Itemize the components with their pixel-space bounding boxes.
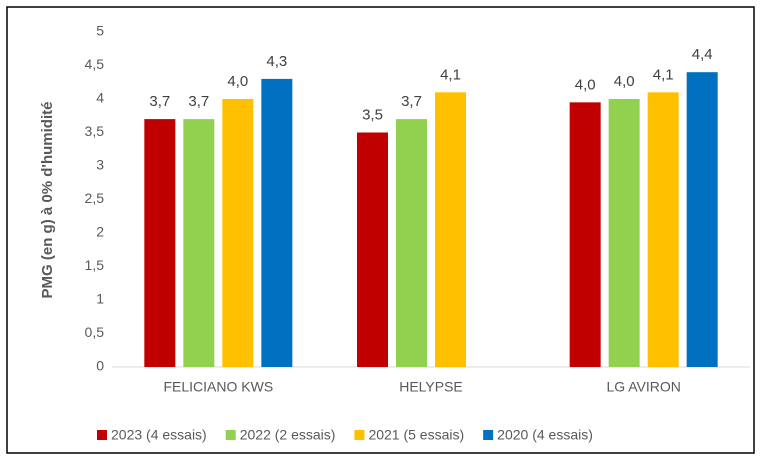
value-label: 4,3: [266, 53, 287, 70]
legend-swatch: [483, 430, 494, 440]
value-label: 3,7: [149, 93, 170, 110]
value-label: 3,5: [362, 106, 383, 123]
x-tick-label: LG AVIRON: [606, 379, 680, 395]
y-tick-label: 5: [96, 23, 104, 39]
bar: [183, 119, 215, 367]
bar: [608, 99, 640, 367]
y-tick-label: 3: [96, 157, 104, 173]
y-tick-label: 2,5: [85, 190, 105, 206]
x-tick-label: HELYPSE: [399, 379, 463, 395]
bar: [144, 119, 176, 367]
y-tick-label: 1,5: [85, 257, 105, 273]
bar: [686, 72, 718, 367]
bar: [435, 92, 466, 368]
value-label: 4,4: [692, 46, 713, 63]
y-tick-label: 4,5: [85, 56, 105, 72]
bar: [396, 119, 427, 367]
value-label: 4,0: [575, 76, 596, 93]
y-tick-label: 0,5: [85, 324, 105, 340]
bar: [569, 102, 601, 367]
bar: [261, 78, 293, 368]
y-tick-label: 4: [96, 90, 104, 106]
value-label: 4,1: [440, 66, 461, 83]
legend-label: 2021 (5 essais): [368, 427, 464, 443]
x-tick-label: FELICIANO KWS: [163, 379, 273, 395]
legend-swatch: [97, 430, 107, 440]
value-label: 4,1: [653, 66, 674, 83]
legend-label: 2023 (4 essais): [111, 427, 207, 443]
bar: [647, 92, 679, 368]
legend-label: 2020 (4 essais): [497, 427, 593, 443]
y-tick-label: 1: [96, 291, 104, 307]
bar: [222, 99, 254, 367]
legend-swatch: [225, 430, 236, 440]
bar: [357, 132, 388, 367]
value-label: 3,7: [401, 93, 422, 110]
y-tick-label: 3,5: [85, 123, 105, 139]
value-label: 3,7: [188, 93, 209, 110]
value-label: 4,0: [227, 73, 248, 90]
y-tick-label: 0: [96, 358, 104, 374]
y-tick-label: 2: [96, 224, 104, 240]
value-label: 4,0: [614, 73, 635, 90]
legend-swatch: [354, 430, 365, 440]
legend-label: 2022 (2 essais): [240, 427, 336, 443]
y-axis-label: PMG (en g) à 0% d'humidité: [39, 102, 56, 299]
